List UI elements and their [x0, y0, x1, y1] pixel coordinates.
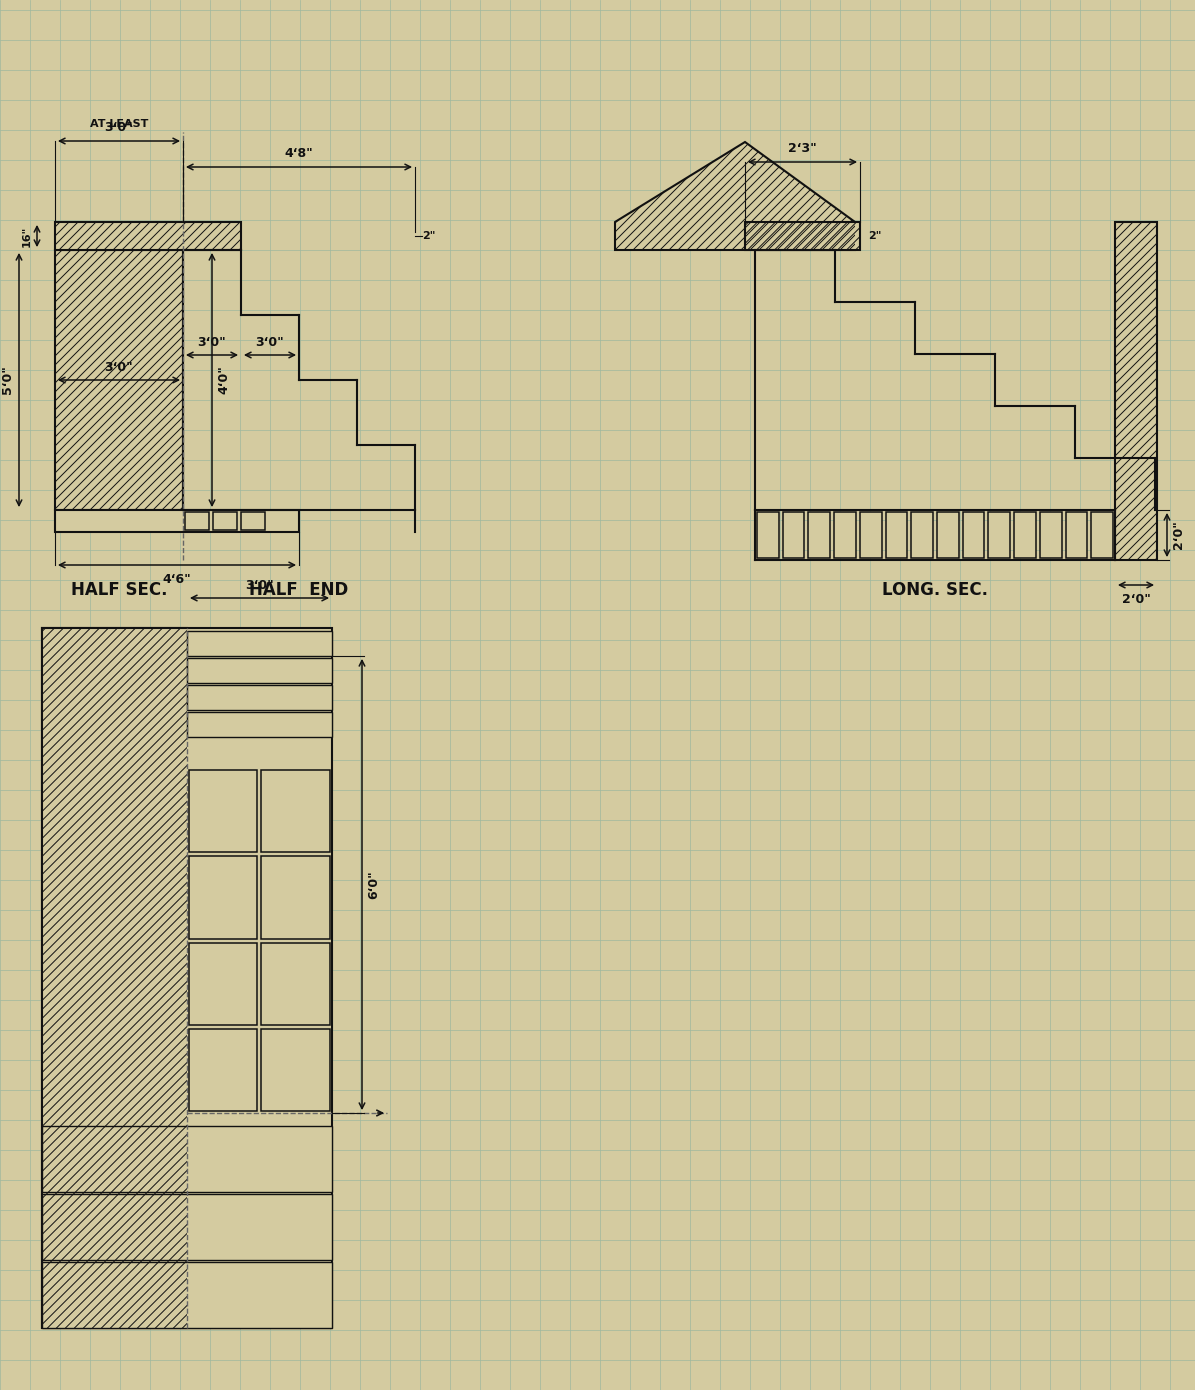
- Text: 16": 16": [22, 225, 32, 246]
- Text: 2": 2": [868, 231, 882, 240]
- Text: 2‘0": 2‘0": [1172, 521, 1185, 549]
- Polygon shape: [55, 222, 241, 250]
- Polygon shape: [1066, 512, 1087, 557]
- Text: AT LEAST: AT LEAST: [90, 120, 148, 129]
- Polygon shape: [744, 222, 860, 250]
- Polygon shape: [988, 512, 1010, 557]
- Text: 2": 2": [422, 231, 435, 240]
- Text: 3‘0": 3‘0": [256, 336, 284, 349]
- Text: 3‘0": 3‘0": [245, 580, 274, 592]
- Bar: [186, 657, 332, 682]
- Text: HALF SEC.: HALF SEC.: [71, 581, 167, 599]
- Polygon shape: [912, 512, 933, 557]
- Bar: [186, 685, 332, 710]
- Polygon shape: [1115, 222, 1157, 560]
- Polygon shape: [1091, 512, 1113, 557]
- Bar: [42, 628, 332, 1327]
- Polygon shape: [189, 856, 257, 938]
- Polygon shape: [615, 142, 854, 250]
- Polygon shape: [744, 222, 860, 250]
- Text: 2‘3": 2‘3": [789, 142, 817, 156]
- Polygon shape: [1040, 512, 1061, 557]
- Polygon shape: [1015, 512, 1036, 557]
- Text: 4‘8": 4‘8": [284, 147, 313, 160]
- Text: 2‘0": 2‘0": [1122, 594, 1151, 606]
- Polygon shape: [262, 770, 330, 852]
- Polygon shape: [1115, 222, 1157, 560]
- Polygon shape: [615, 142, 854, 250]
- Text: 3‘0": 3‘0": [105, 361, 134, 374]
- Text: 4‘6": 4‘6": [163, 573, 191, 587]
- Polygon shape: [885, 512, 907, 557]
- Bar: [55, 510, 299, 532]
- Polygon shape: [189, 1029, 257, 1111]
- Polygon shape: [262, 856, 330, 938]
- Polygon shape: [55, 250, 183, 510]
- Text: 6‘0": 6‘0": [367, 870, 380, 899]
- Bar: [42, 1194, 332, 1259]
- Bar: [186, 712, 332, 737]
- Polygon shape: [241, 512, 265, 530]
- Polygon shape: [860, 512, 882, 557]
- Polygon shape: [262, 942, 330, 1024]
- Text: 3‘0": 3‘0": [197, 336, 226, 349]
- Polygon shape: [783, 512, 804, 557]
- Polygon shape: [834, 512, 856, 557]
- Polygon shape: [55, 222, 241, 250]
- Polygon shape: [55, 250, 183, 510]
- Text: HALF  END: HALF END: [250, 581, 349, 599]
- Polygon shape: [189, 770, 257, 852]
- Text: 5‘0": 5‘0": [1, 366, 14, 395]
- Polygon shape: [262, 1029, 330, 1111]
- Text: 3‘0": 3‘0": [105, 121, 134, 133]
- Polygon shape: [809, 512, 831, 557]
- Polygon shape: [42, 628, 186, 1327]
- Text: 4‘0": 4‘0": [217, 366, 229, 395]
- Polygon shape: [42, 628, 186, 1327]
- Polygon shape: [937, 512, 958, 557]
- Polygon shape: [213, 512, 237, 530]
- Bar: [42, 1262, 332, 1327]
- Bar: [42, 1126, 332, 1193]
- Bar: [186, 631, 332, 656]
- Text: LONG. SEC.: LONG. SEC.: [882, 581, 988, 599]
- Polygon shape: [963, 512, 985, 557]
- Polygon shape: [756, 512, 779, 557]
- Polygon shape: [185, 512, 209, 530]
- Polygon shape: [189, 942, 257, 1024]
